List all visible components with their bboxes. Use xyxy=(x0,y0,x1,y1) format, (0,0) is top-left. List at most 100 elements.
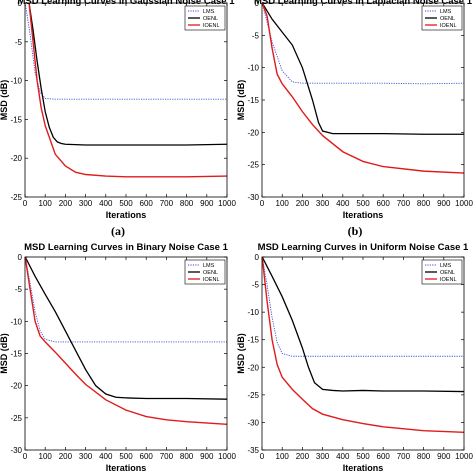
y-tick-label: -5 xyxy=(252,281,260,290)
panel-caption: (a) xyxy=(111,224,125,238)
y-tick-label: -10 xyxy=(247,308,259,317)
chart-title: MSD Learning Curves in Binary Noise Case… xyxy=(24,242,229,253)
panel-3: 0 100 200 300 400 500 600 700 800 900 1000 0 -5 -10 -1… xyxy=(0,242,236,473)
x-tick-label: 100 xyxy=(39,452,53,461)
series-lms-line xyxy=(25,3,227,100)
y-tick-label: -25 xyxy=(10,193,22,202)
legend-label-lms: LMS xyxy=(203,263,215,269)
y-tick-label: -20 xyxy=(247,128,259,137)
x-tick-label: 900 xyxy=(200,199,214,208)
x-tick-label: 200 xyxy=(59,199,73,208)
x-tick-label: 700 xyxy=(160,199,174,208)
x-tick-label: 400 xyxy=(99,452,113,461)
series-ioenl-line xyxy=(262,257,464,434)
x-tick-label: 100 xyxy=(276,199,290,208)
y-tick-label: -10 xyxy=(10,317,22,326)
series-oenl-line xyxy=(262,3,464,135)
x-tick-label: 500 xyxy=(119,199,133,208)
series-lms-line xyxy=(25,257,227,343)
x-tick-label: 1000 xyxy=(218,199,236,208)
panel-1: 0 100 200 300 400 500 600 700 800 900 1000 0 -5 -10 -1… xyxy=(0,0,236,238)
legend-label-lms: LMS xyxy=(440,9,452,15)
y-tick-label: 0 xyxy=(18,253,23,262)
x-tick-label: 500 xyxy=(119,452,133,461)
y-tick-label: -35 xyxy=(247,446,259,455)
x-tick-label: 300 xyxy=(79,199,93,208)
series-oenl-line xyxy=(262,257,464,393)
y-tick-label: 0 xyxy=(255,0,260,8)
legend-label-lms: LMS xyxy=(440,263,452,269)
x-tick-label: 300 xyxy=(316,452,330,461)
y-tick-label: -5 xyxy=(252,31,260,40)
series-oenl-line xyxy=(25,3,227,146)
plot-frame xyxy=(24,2,228,198)
x-tick-label: 600 xyxy=(140,452,154,461)
x-tick-label: 700 xyxy=(160,452,174,461)
x-tick-label: 800 xyxy=(180,452,194,461)
y-tick-label: 0 xyxy=(18,0,23,8)
panel-2: 0 100 200 300 400 500 600 700 800 900 1000 0 -5 -10 -1… xyxy=(236,0,473,238)
chart-title: MSD Learning Curves in Laplacian Noise C… xyxy=(254,0,473,7)
series-ioenl-line xyxy=(262,3,464,174)
x-tick-label: 400 xyxy=(336,199,350,208)
panel-caption: (b) xyxy=(348,224,363,238)
x-axis-label: Iterations xyxy=(343,210,384,220)
y-tick-label: -5 xyxy=(15,38,23,47)
x-tick-label: 1000 xyxy=(455,452,473,461)
x-tick-label: 200 xyxy=(59,452,73,461)
series-ioenl-line xyxy=(25,3,227,178)
x-tick-label: 800 xyxy=(180,199,194,208)
y-tick-label: -30 xyxy=(247,193,259,202)
y-tick-label: -15 xyxy=(247,96,259,105)
x-tick-label: 300 xyxy=(316,199,330,208)
x-tick-label: 200 xyxy=(296,452,310,461)
y-tick-label: -20 xyxy=(10,382,22,391)
x-tick-label: 500 xyxy=(356,452,370,461)
x-tick-label: 800 xyxy=(417,452,431,461)
y-axis-label: MSD (dB) xyxy=(236,80,246,121)
legend-label-ioenl: IOENL xyxy=(440,23,457,29)
x-tick-label: 600 xyxy=(140,199,154,208)
x-axis-label: Iterations xyxy=(343,463,384,473)
y-tick-label: -15 xyxy=(247,336,259,345)
y-tick-label: -15 xyxy=(10,115,22,124)
x-tick-label: 0 xyxy=(23,452,28,461)
y-tick-label: -5 xyxy=(15,285,23,294)
x-tick-label: 1000 xyxy=(218,452,236,461)
legend-label-lms: LMS xyxy=(203,9,215,15)
series-lms-line xyxy=(262,257,464,357)
legend-label-ioenl: IOENL xyxy=(203,277,220,283)
x-tick-label: 700 xyxy=(397,199,411,208)
y-tick-label: -25 xyxy=(247,161,259,170)
panel-4: 0 100 200 300 400 500 600 700 800 900 1000 0 -5 -10 -1… xyxy=(236,242,473,473)
series-ioenl-line xyxy=(25,257,227,425)
y-tick-label: -20 xyxy=(247,363,259,372)
plot-frame xyxy=(261,256,465,451)
x-tick-label: 900 xyxy=(200,452,214,461)
chart-title: MSD Learning Curves in Gaussian Noise Ca… xyxy=(18,0,236,7)
x-tick-label: 900 xyxy=(437,452,451,461)
x-axis-label: Iterations xyxy=(106,463,147,473)
plot-frame xyxy=(24,256,228,451)
x-tick-label: 800 xyxy=(417,199,431,208)
x-tick-label: 400 xyxy=(99,199,113,208)
x-tick-label: 0 xyxy=(23,199,28,208)
x-tick-label: 500 xyxy=(356,199,370,208)
y-axis-label: MSD (dB) xyxy=(236,333,246,374)
chart-title: MSD Learning Curves in Uniform Noise Cas… xyxy=(258,242,469,253)
y-tick-label: -30 xyxy=(247,418,259,427)
y-tick-label: 0 xyxy=(255,253,260,262)
x-tick-label: 0 xyxy=(260,199,265,208)
legend-label-oenl: OENL xyxy=(203,16,218,22)
x-tick-label: 400 xyxy=(336,452,350,461)
legend-label-oenl: OENL xyxy=(440,270,455,276)
x-tick-label: 200 xyxy=(296,199,310,208)
y-tick-label: -10 xyxy=(247,64,259,73)
legend-label-oenl: OENL xyxy=(440,16,455,22)
series-oenl-line xyxy=(25,257,227,400)
x-tick-label: 700 xyxy=(397,452,411,461)
